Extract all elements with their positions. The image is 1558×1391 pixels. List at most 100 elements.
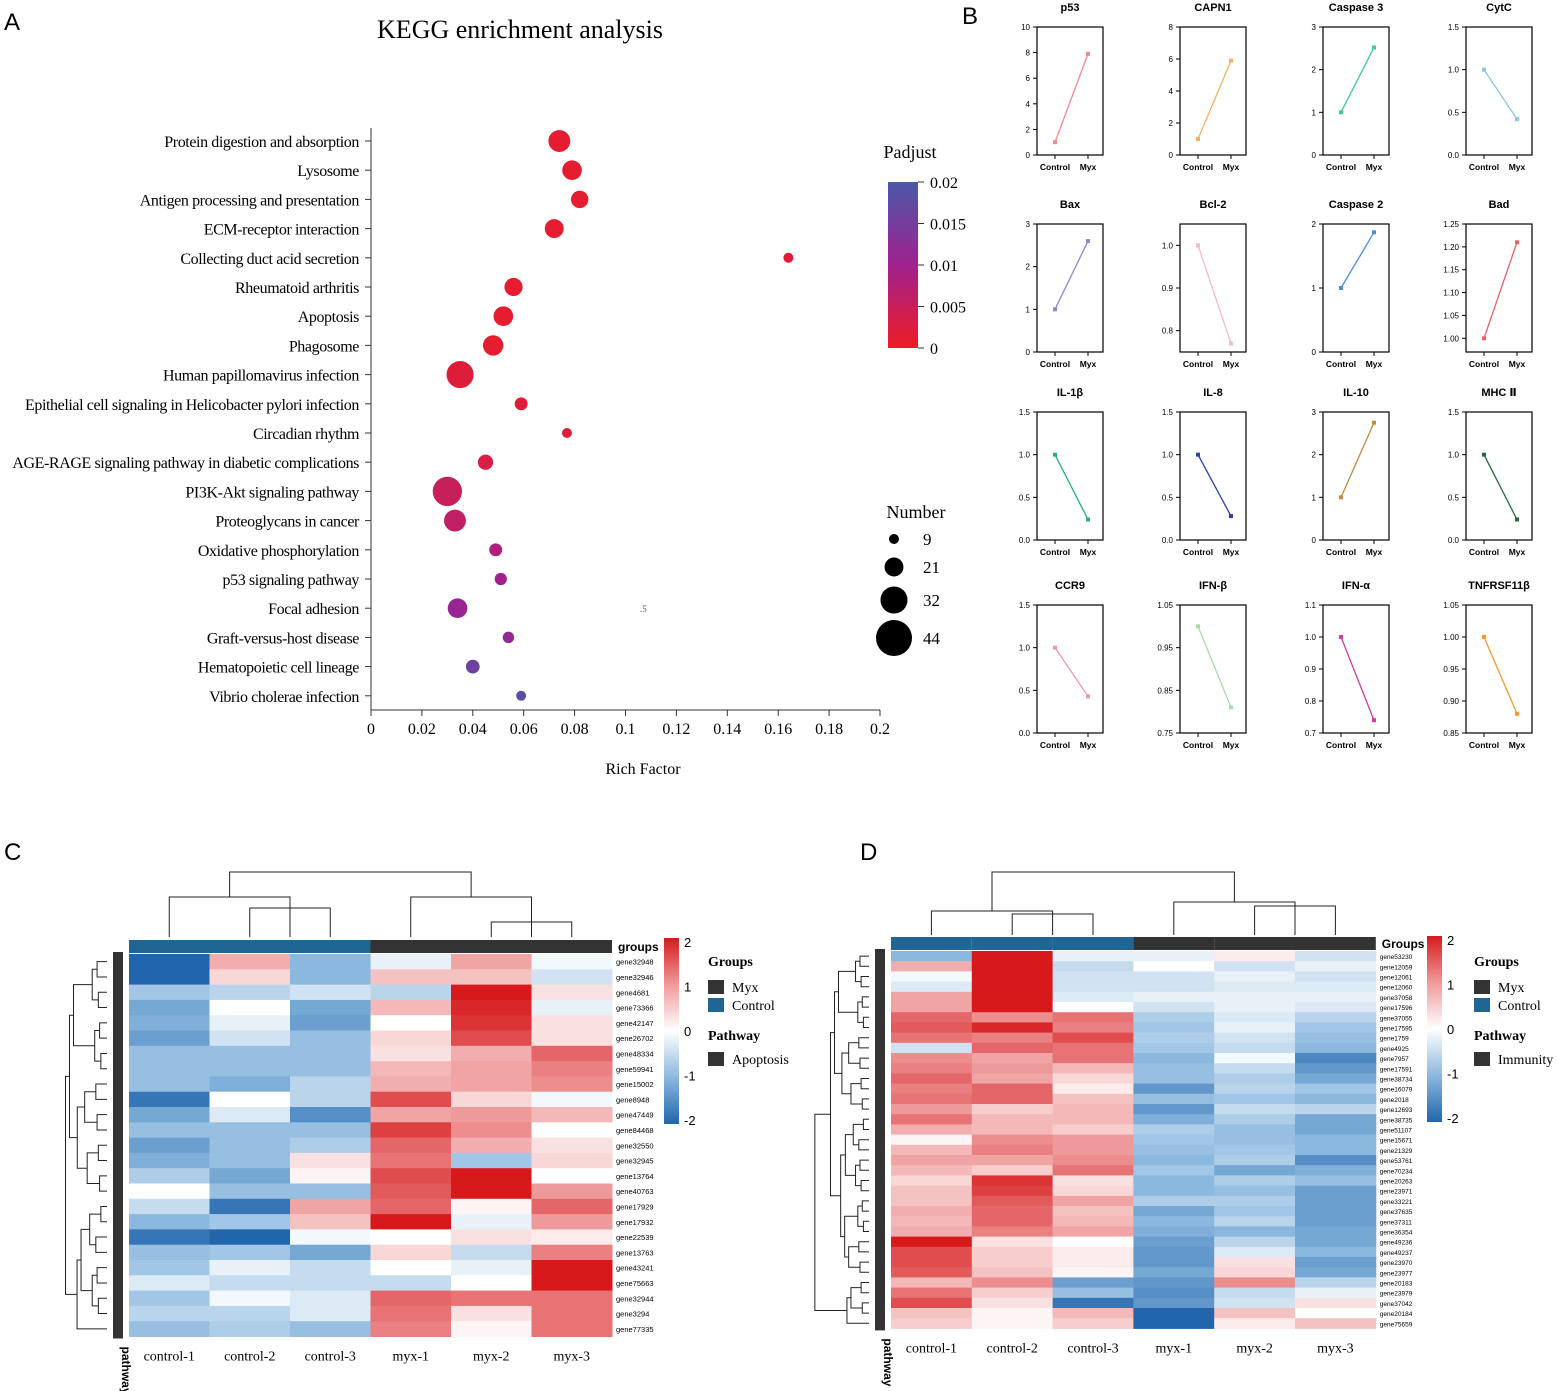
subplot-title: Bad: [1489, 199, 1510, 211]
x-tick-label: Control: [1469, 740, 1499, 750]
panel-label-d: D: [860, 839, 877, 866]
heatmap-cell: [451, 1107, 532, 1123]
heatmap-cell: [1214, 1083, 1296, 1095]
heatmap-cell: [1133, 1083, 1215, 1095]
heatmap-cell: [1052, 1165, 1134, 1176]
heatmap-cell: [1214, 1114, 1296, 1125]
heatmap-cell: [1133, 1216, 1215, 1227]
dendrogram-branch: [229, 871, 472, 897]
heatmap-cell: [209, 1061, 291, 1077]
heatmap-cell: [531, 1244, 613, 1261]
dendrogram-branch: [76, 1106, 88, 1169]
heatmap-cell: [891, 1277, 973, 1289]
heatmap-cell: [971, 1216, 1054, 1227]
heatmap-cell: [1133, 1002, 1215, 1013]
subplot-frame: [1322, 223, 1390, 353]
heatmap-cell: [1295, 1165, 1377, 1176]
heatmap-cell: [1133, 1297, 1215, 1309]
heatmap-colorbar: [1427, 936, 1442, 1122]
heatmap-cell: [891, 1144, 973, 1156]
dendrogram-branch: [858, 1139, 869, 1151]
row-label: gene32946: [616, 973, 654, 982]
y-tick-label: 1.0: [1162, 241, 1174, 250]
colorbar-tick-label: -1: [1447, 1067, 1459, 1082]
pathway-annotation-label: pathway: [119, 1347, 133, 1391]
heatmap-cell: [1214, 951, 1296, 962]
data-point: [1196, 137, 1200, 141]
heatmap-cell: [129, 999, 210, 1016]
y-tick-label: 0.8: [1162, 327, 1174, 336]
subplot-title: p53: [1061, 2, 1080, 14]
x-tick-label: Control: [1326, 547, 1356, 557]
heatmap-cell: [1295, 961, 1377, 972]
heatmap-cell: [290, 1076, 371, 1093]
dendrogram-branch: [848, 1246, 860, 1268]
heatmap-cell: [451, 969, 532, 986]
y-tick-label: 1.0: [1448, 451, 1460, 460]
size-legend-circle: [880, 586, 908, 614]
y-tick-label: 3: [1312, 23, 1317, 32]
heatmap-cell: [370, 1091, 452, 1108]
heatmap-cell: [971, 1175, 1054, 1187]
pathway-label: Oxidative phosphorylation: [198, 543, 359, 560]
heatmap-cell: [370, 1260, 452, 1276]
heatmap-cell: [370, 1275, 452, 1292]
heatmap-cell: [891, 1053, 973, 1064]
x-tick-label: Myx: [1366, 740, 1383, 750]
heatmap-cell: [1214, 1318, 1296, 1329]
heatmap-cell: [129, 1229, 210, 1246]
heatmap-cell: [370, 1290, 452, 1307]
heatmap-cell: [1133, 1226, 1215, 1238]
y-tick-label: 3: [1312, 408, 1317, 417]
heatmap-cell: [1133, 961, 1215, 972]
y-tick-label: 1: [1312, 108, 1317, 117]
data-point: [1086, 51, 1090, 56]
pathway-label: Human papillomavirus infection: [163, 368, 359, 385]
groups-legend-label: Control: [732, 999, 775, 1014]
heatmap-cell: [1214, 1002, 1296, 1013]
colorbar-tick-label: 1: [1447, 978, 1454, 993]
dendrogram-branch: [846, 1297, 869, 1324]
heatmap-cell: [891, 1063, 973, 1074]
heatmap-cell: [531, 1091, 613, 1108]
y-tick-label: 1.00: [1443, 633, 1459, 642]
series-line: [1054, 240, 1089, 310]
dendrogram-branch: [95, 1083, 107, 1100]
heatmap-cell: [1133, 1267, 1215, 1278]
heatmap-cell: [1295, 1185, 1377, 1197]
data-point: [1482, 452, 1486, 457]
heatmap-cell: [1214, 1267, 1296, 1278]
heatmap-cell: [1133, 1185, 1215, 1197]
heatmap-cell: [129, 1152, 210, 1169]
data-point: [1339, 635, 1343, 639]
heatmap-cell: [1295, 1063, 1377, 1074]
heatmap-cell: [1133, 1012, 1215, 1023]
heatmap-cell: [129, 1183, 210, 1200]
heatmap-cell: [1133, 1277, 1215, 1289]
heatmap-cell: [1214, 1277, 1296, 1289]
column-label: myx-2: [1236, 1341, 1273, 1356]
heatmap-cell: [891, 961, 973, 972]
pathway-legend-title: Pathway: [1474, 1029, 1526, 1044]
data-point: [1196, 243, 1200, 248]
heatmap-cell: [971, 1185, 1054, 1197]
pathway-bubble: [544, 219, 564, 239]
heatmap-cell: [971, 1093, 1054, 1105]
subplot-title: CCR9: [1055, 580, 1085, 592]
heatmap-cell: [1052, 1226, 1134, 1238]
y-tick-label: 0: [1026, 151, 1031, 160]
dendrogram-branch: [860, 976, 869, 988]
y-tick-label: 1: [1026, 305, 1031, 314]
groups-legend-label: Myx: [1498, 981, 1524, 996]
dendrogram-branch: [857, 1001, 864, 1023]
heatmap-cell: [209, 1214, 291, 1230]
y-tick-label: 2: [1026, 125, 1031, 134]
y-tick-label: 1.10: [1443, 289, 1459, 298]
row-label: gene75659: [1380, 1321, 1413, 1328]
heatmap-cell: [1295, 1287, 1377, 1299]
heatmap-cell: [370, 954, 452, 970]
dendrogram-branch: [862, 1118, 869, 1130]
subplot: TNFRSF11β 0.85 0.90 0.95 1.00 1.05 Control Myx: [1443, 580, 1533, 750]
heatmap-cell: [129, 1030, 210, 1047]
heatmap-cell: [971, 1257, 1054, 1268]
